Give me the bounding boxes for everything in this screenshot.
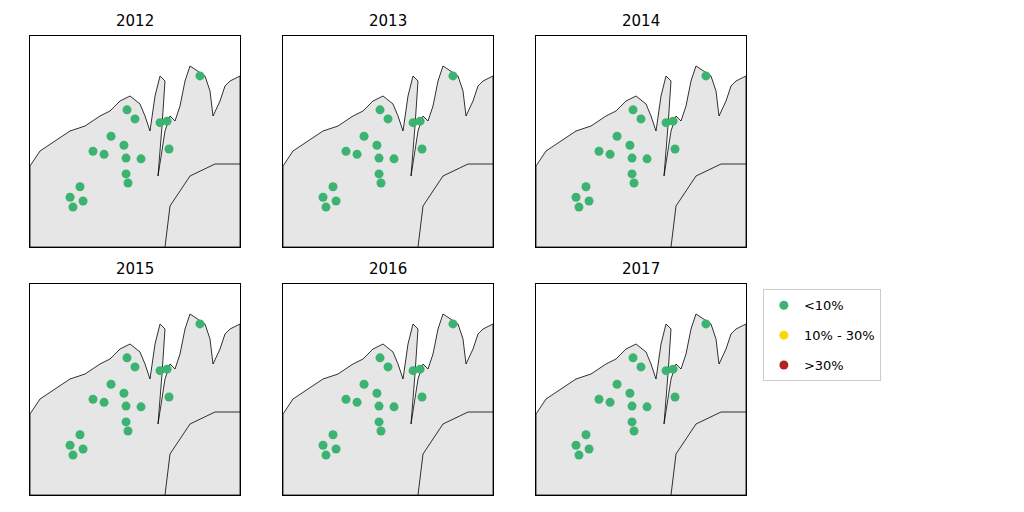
svg-text:2016: 2016 — [369, 260, 407, 278]
svg-text:2013: 2013 — [369, 12, 407, 30]
svg-text:<10%: <10% — [804, 298, 844, 313]
svg-text:2012: 2012 — [116, 12, 154, 30]
svg-text:2017: 2017 — [622, 260, 660, 278]
svg-text:10% - 30%: 10% - 30% — [804, 328, 875, 343]
svg-text:>30%: >30% — [804, 358, 844, 373]
svg-text:2014: 2014 — [622, 12, 660, 30]
svg-text:2015: 2015 — [116, 260, 154, 278]
